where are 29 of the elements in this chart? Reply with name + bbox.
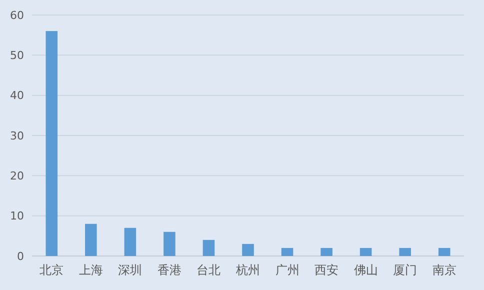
bar (320, 248, 332, 256)
x-tick-label: 西安 (314, 263, 339, 277)
y-tick-label: 30 (10, 129, 24, 142)
bar (85, 224, 97, 256)
x-tick-label: 香港 (157, 263, 182, 277)
y-tick-label: 40 (10, 89, 24, 102)
x-tick-label: 北京 (40, 263, 64, 277)
x-tick-label: 南京 (432, 263, 456, 277)
bar (399, 248, 411, 256)
bar (202, 240, 215, 256)
bar (438, 248, 450, 256)
y-tick-label: 60 (10, 8, 24, 22)
x-tick-label: 上海 (78, 263, 103, 277)
y-tick-label: 50 (10, 49, 24, 62)
x-tick-label: 广州 (275, 263, 300, 277)
x-tick-label: 深圳 (118, 263, 142, 277)
y-tick-label: 20 (10, 170, 24, 183)
bar (46, 31, 58, 256)
x-tick-label: 台北 (196, 263, 221, 277)
bar (360, 248, 372, 256)
bar (281, 248, 294, 256)
x-tick-label: 厦门 (393, 263, 418, 277)
y-tick-label: 0 (17, 250, 24, 263)
x-tick-label: 佛山 (354, 263, 378, 277)
bar (124, 228, 136, 256)
bar (164, 232, 176, 256)
x-tick-label: 杭州 (235, 263, 260, 277)
bar (242, 244, 254, 256)
y-tick-label: 10 (10, 210, 24, 223)
